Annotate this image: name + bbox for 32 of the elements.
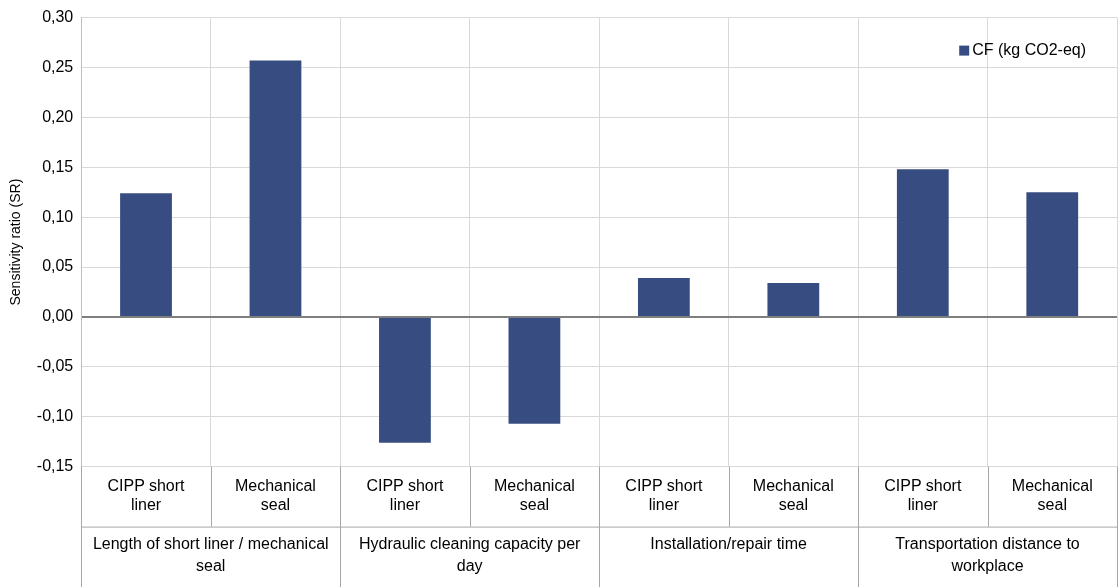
x-tick-label: Mechanical seal xyxy=(235,476,316,513)
y-tick-label: -0,15 xyxy=(36,457,74,475)
bar xyxy=(249,60,302,316)
x-tick-label: CIPP short liner xyxy=(625,476,703,513)
y-tick-label: 0,05 xyxy=(42,257,74,275)
y-tick-label: -0,05 xyxy=(36,357,74,375)
bar xyxy=(379,317,431,443)
bar xyxy=(637,278,690,316)
y-tick-label: 0,00 xyxy=(42,307,74,325)
y-tick-label: 0,10 xyxy=(42,207,74,225)
y-axis-title: Sensitivity ratio (SR) xyxy=(7,178,24,306)
bar xyxy=(896,169,949,316)
y-tick-label: 0,20 xyxy=(42,107,74,125)
x-tick-label: CIPP short liner xyxy=(107,476,186,513)
bar xyxy=(508,317,561,424)
x-tick-label: Mechanical seal xyxy=(493,476,575,513)
text: Installation/repair time xyxy=(650,535,807,553)
y-tick-label: 0,15 xyxy=(42,157,74,175)
x-tick-label: CIPP short liner xyxy=(366,476,445,513)
y-tick-label: 0,30 xyxy=(42,8,74,26)
x-tick-label: Mechanical seal xyxy=(1011,476,1093,513)
y-tick-label: 0,25 xyxy=(42,57,74,75)
text: Hydraulic cleaning capacity per day xyxy=(358,535,582,575)
x-tick-label: CIPP short liner xyxy=(884,476,962,513)
text: Length of short liner / mechanical seal xyxy=(92,535,329,575)
x-tick-label: Mechanical seal xyxy=(752,476,834,513)
bar xyxy=(120,193,172,316)
legend-label: CF (kg CO2-eq) xyxy=(972,41,1086,59)
text: Transportation distance to workplace xyxy=(895,535,1080,575)
bar xyxy=(1026,192,1079,316)
bar xyxy=(767,283,820,316)
y-tick-label: -0,10 xyxy=(36,407,74,425)
